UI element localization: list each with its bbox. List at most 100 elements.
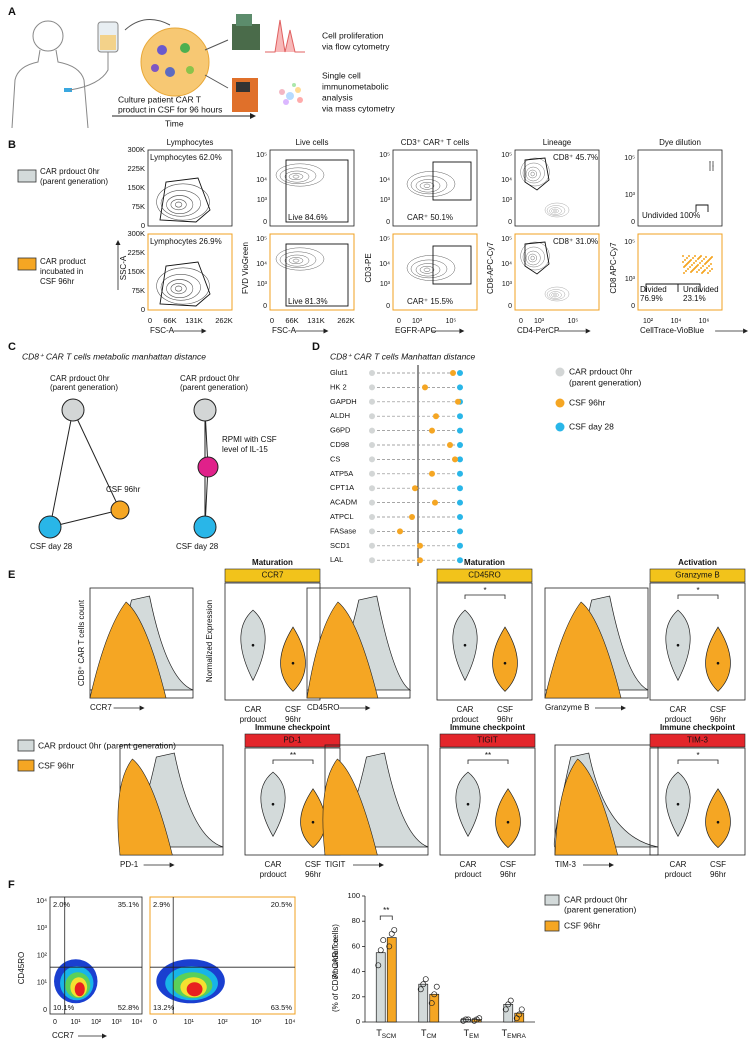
event [700,267,702,269]
plot-frame [392,149,478,227]
tick-label: 10³ [625,192,636,199]
marker-label: Glut1 [330,368,348,377]
tick-label: 10⁵ [379,152,390,159]
label: CSF day 28 [176,542,219,551]
gate [524,241,550,275]
gate-label: Live 81.3% [288,297,328,306]
plot-frame [637,233,723,311]
tick-label: 10⁴ [36,898,47,905]
tick-label: 300K [127,229,145,238]
gate-label: CD8⁺ 31.0% [553,237,598,246]
tick-label: 75K [132,202,145,211]
x-tick-label: TSCM [376,1028,396,1039]
event [698,257,700,259]
category-sub: CM [426,1033,436,1040]
arrow-head [115,240,121,245]
label: RPMI with CSF [222,435,277,444]
header-label: CD45RO [468,571,500,580]
dot [457,442,463,448]
histogram [89,601,167,699]
event [692,257,694,259]
axis-label: Granzyme B [545,703,589,712]
tick-label: 0 [43,1007,47,1014]
event [702,271,704,273]
significance: ** [290,751,296,760]
bracket [677,759,719,764]
illustration [11,14,305,129]
point [386,943,393,950]
event [691,270,693,272]
marker-label: FASase [330,526,356,535]
tick-label: 10⁴ [501,177,512,184]
event [709,270,711,272]
axis-label: Abundance [331,937,340,978]
dot [429,427,435,434]
plot-frame [269,233,355,311]
tick-label: 0 [263,303,267,310]
tick-label: 0 [270,316,274,325]
arrow-head [621,705,626,711]
median [271,802,275,806]
violin [492,626,518,692]
event [687,268,689,270]
tick-label: 225K [127,248,145,257]
category-main: T [421,1028,427,1038]
dot [417,542,423,549]
dot [369,542,375,549]
category-sub: EM [469,1033,479,1040]
group-label: CAR [265,860,282,869]
y-tick-label: 80 [352,916,360,925]
y-tick-label: 40 [352,967,360,976]
dot [457,456,463,463]
event [710,263,712,265]
tick-label: 10⁵ [624,239,635,246]
label: Time [165,118,184,128]
histogram [322,758,378,856]
median [676,643,680,647]
dot [457,384,463,391]
x-tick-label: TCM [421,1028,437,1039]
plot-frame [147,149,233,227]
point [431,991,438,998]
header [649,733,746,748]
label: (parent generation) [40,177,108,186]
legend-swatch [17,759,35,772]
density [74,982,85,997]
dot [457,514,463,520]
plot-title: Lineage [543,138,572,147]
dot [397,528,403,535]
header-label: TIGIT [477,736,498,745]
contour [544,286,570,302]
event [707,272,709,274]
median [716,820,720,824]
tick-label: 10³ [502,197,513,204]
label: (parent generation) [50,383,118,392]
group-label: prdouct [455,870,482,879]
tick-label: 150K [127,267,145,276]
axis-label: CCR7 [52,1031,74,1040]
group-label: 96hr [305,870,321,879]
tick-label: 10³ [380,281,391,288]
histogram [554,758,619,856]
label: Cell proliferation [322,30,384,40]
violin [495,788,521,849]
marker-label: CPT1A [330,483,354,492]
gate-label: Lymphocytes 62.0% [150,153,222,162]
category-main: T [502,1028,508,1038]
dot [369,384,375,391]
label: CSF day 28 [569,421,614,431]
axis-label: CD3-PE [364,253,373,282]
axis-label: SSC-A [119,255,128,280]
bar [418,983,429,1023]
tick-label: 262K [337,316,355,325]
event [709,161,711,163]
plot-frame [514,233,600,311]
tick-label: 131K [307,316,325,325]
event [693,268,695,270]
y-tick-label: 0 [356,1017,360,1026]
dot [369,456,375,463]
legend-label: CSF 96hr [564,920,601,930]
header [436,568,533,583]
dot [429,470,435,477]
